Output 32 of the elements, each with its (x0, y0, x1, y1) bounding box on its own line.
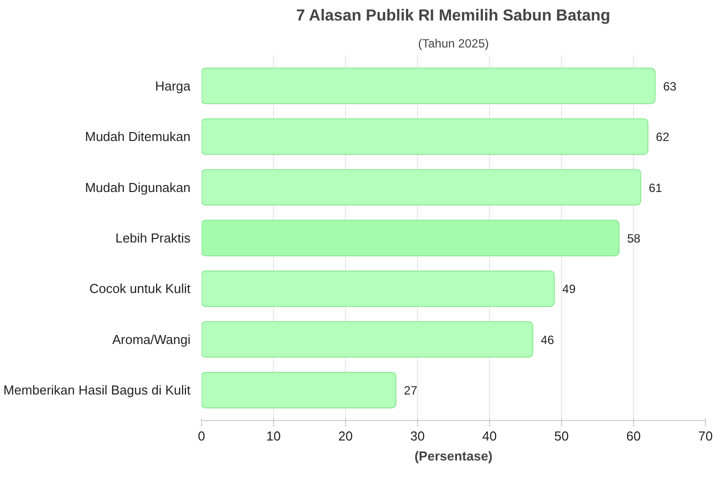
bar (202, 321, 534, 358)
x-tick-label: 70 (698, 428, 713, 444)
x-tick-label: 10 (266, 428, 281, 444)
bar (202, 169, 642, 206)
bar (202, 270, 555, 307)
x-axis-title: (Persentase) (414, 448, 493, 464)
data-label: 61 (648, 180, 662, 195)
x-tick-label: 40 (482, 428, 497, 444)
data-label: 49 (562, 282, 576, 296)
x-tick-label: 20 (338, 428, 353, 444)
data-label: 58 (627, 232, 641, 246)
bar (202, 68, 656, 104)
bar (202, 220, 620, 256)
x-tick-label: 0 (198, 428, 206, 444)
chart-title: 7 Alasan Publik RI Memilih Sabun Batang (296, 8, 610, 24)
y-tick-label: Cocok untuk Kulit (89, 281, 191, 296)
data-label: 46 (540, 332, 554, 347)
bar (202, 118, 648, 155)
y-tick-label: Aroma/Wangi (112, 332, 191, 347)
data-label: 63 (663, 79, 677, 94)
bar (202, 372, 396, 408)
data-label: 62 (656, 130, 670, 144)
y-tick-label: Mudah Digunakan (84, 180, 191, 195)
x-tick-label: 60 (626, 428, 641, 444)
y-tick-label: Lebih Praktis (115, 230, 191, 246)
y-tick-label: Memberikan Hasil Bagus di Kulit (3, 382, 191, 398)
chart-subtitle: (Tahun 2025) (418, 36, 489, 50)
x-tick-label: 50 (554, 428, 569, 444)
y-tick-label: Mudah Ditemukan (85, 129, 190, 144)
x-tick-label: 30 (410, 428, 425, 444)
data-label: 27 (404, 384, 418, 398)
y-tick-label: Harga (155, 78, 192, 94)
